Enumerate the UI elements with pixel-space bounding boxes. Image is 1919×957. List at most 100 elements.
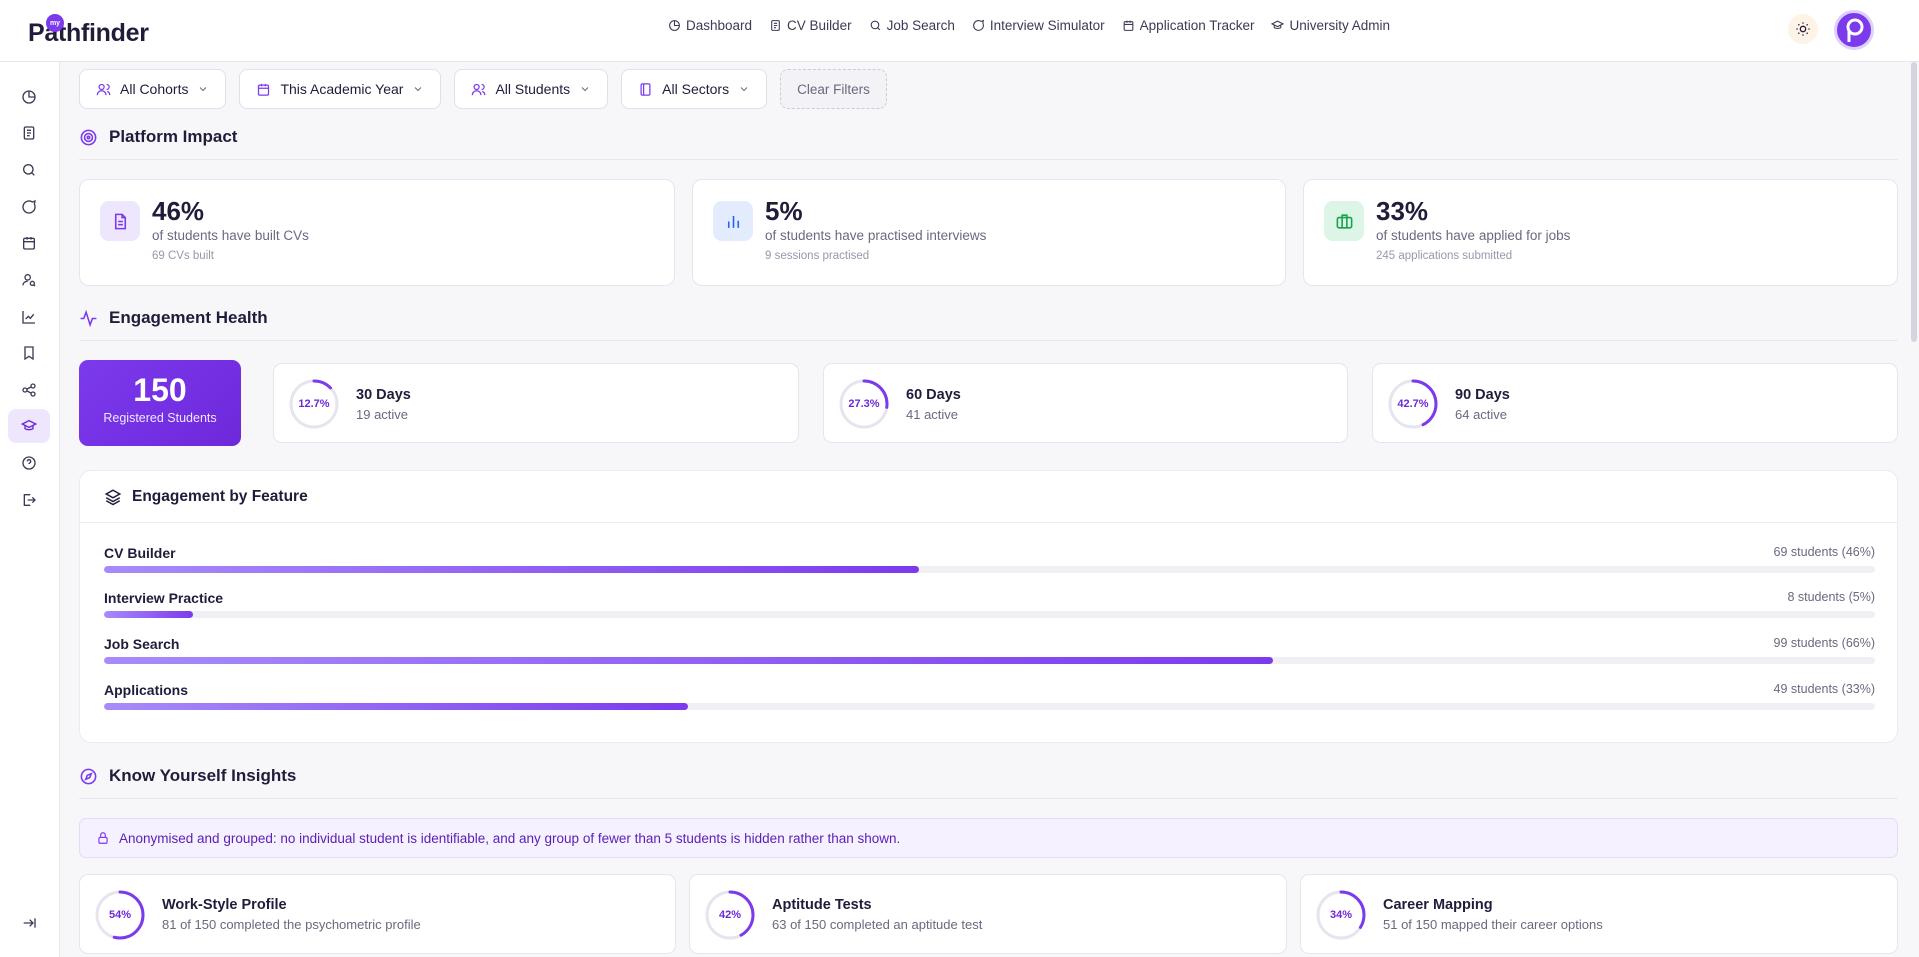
progress-ring [95, 890, 145, 940]
impact-description: of students have built CVs [152, 228, 309, 243]
cohort-filter[interactable]: All Cohorts [79, 69, 227, 109]
users-icon [96, 83, 111, 95]
dashboard-icon [22, 90, 36, 104]
page-scrollbar[interactable] [1911, 62, 1917, 342]
sidebar-item-user-search[interactable] [18, 269, 40, 291]
search-icon [23, 164, 35, 176]
nav-job-search[interactable]: Job Search [869, 18, 955, 33]
nav-university-admin[interactable]: University Admin [1271, 18, 1390, 33]
insight-title: Aptitude Tests [772, 897, 872, 913]
progress-ring [1316, 890, 1366, 940]
sidebar-item-cv-builder[interactable] [18, 122, 40, 144]
activity-icon [80, 309, 97, 327]
health-active: 19 active [356, 407, 409, 422]
year-filter[interactable]: This Academic Year [239, 69, 442, 109]
logo-badge: my [46, 14, 64, 32]
clear-filters-button[interactable]: Clear Filters [780, 69, 887, 109]
sidebar-item-saved[interactable] [18, 342, 40, 364]
bar-chart-icon [727, 215, 739, 228]
health-card-90-days: 42.7% 90 Days 64 active [1372, 363, 1898, 443]
users-icon [472, 83, 486, 95]
feature-label: Interview Practice [104, 590, 224, 606]
sidebar-item-tracker[interactable] [18, 232, 40, 254]
registered-label: Registered Students [103, 411, 217, 425]
ring-percent: 34% [1329, 909, 1353, 921]
health-card-30-days: 12.7% 30 Days 19 active [273, 363, 799, 443]
sidebar-item-analytics[interactable] [18, 306, 40, 328]
search-icon [870, 20, 880, 31]
progress-fill [104, 611, 193, 618]
calendar-icon [258, 83, 270, 96]
filter-bar: All Cohorts This Academic Year All Stude… [79, 69, 887, 109]
sidebar-item-logout[interactable] [18, 489, 40, 511]
ring-percent: 54% [108, 909, 132, 921]
insight-title: Work-Style Profile [162, 897, 287, 913]
impact-icon-box [713, 201, 753, 241]
share-icon [22, 383, 36, 397]
avatar[interactable] [1834, 10, 1874, 50]
calendar-icon [23, 237, 35, 250]
impact-description: of students have applied for jobs [1376, 228, 1571, 243]
chat-icon [22, 199, 36, 214]
nav-application-tracker[interactable]: Application Tracker [1122, 18, 1254, 33]
sidebar [0, 62, 60, 957]
nav-cv-builder-label: CV Builder [787, 18, 852, 33]
chevron-down-icon [200, 87, 207, 92]
calendar-icon [1123, 20, 1134, 31]
feature-value: 69 students (46%) [1773, 545, 1875, 559]
logout-icon [23, 494, 36, 506]
sectors-filter-label: All Sectors [662, 81, 730, 97]
sidebar-item-dashboard[interactable] [18, 86, 40, 108]
document-icon [114, 213, 126, 229]
dashboard-icon [669, 20, 680, 31]
nav-interview-simulator[interactable]: Interview Simulator [972, 18, 1105, 33]
health-card-60-days: 27.3% 60 Days 41 active [823, 363, 1348, 443]
insight-subtext: 63 of 150 completed an aptitude test [772, 917, 983, 932]
insight-subtext: 51 of 150 mapped their career options [1383, 917, 1603, 932]
impact-card-cvs: 46% of students have built CVs 69 CVs bu… [79, 179, 675, 286]
nav-dashboard[interactable]: Dashboard [668, 18, 752, 33]
students-filter[interactable]: All Students [454, 69, 609, 109]
registered-count: 150 [133, 372, 187, 408]
insights-header: Know Yourself Insights [79, 766, 1898, 799]
progress-ring [289, 379, 339, 429]
privacy-notice-text: Anonymised and grouped: no individual st… [119, 830, 901, 846]
chevron-down-icon [740, 87, 748, 92]
students-filter-label: All Students [495, 81, 571, 97]
graduation-cap-icon [1271, 20, 1285, 30]
logo[interactable]: my Pathfinder [28, 14, 149, 48]
sidebar-item-network[interactable] [18, 379, 40, 401]
sidebar-item-job-search[interactable] [18, 159, 40, 181]
health-period: 30 Days [356, 387, 411, 403]
theme-toggle-button[interactable] [1788, 14, 1818, 44]
impact-card-applications: 33% of students have applied for jobs 24… [1303, 179, 1898, 286]
sidebar-item-interview[interactable] [18, 196, 40, 218]
ring-percent: 42% [718, 909, 742, 921]
feature-panel-title: Engagement by Feature [132, 487, 308, 505]
sidebar-item-university-admin[interactable] [8, 409, 50, 443]
sidebar-expand-button[interactable] [18, 912, 40, 934]
privacy-notice: Anonymised and grouped: no individual st… [79, 818, 1898, 858]
insight-card-career-mapping: 34% Career Mapping 51 of 150 mapped thei… [1300, 874, 1898, 954]
progress-ring [1388, 379, 1438, 429]
sidebar-item-help[interactable] [18, 452, 40, 474]
impact-value: 46% [152, 196, 205, 226]
nav-job-search-label: Job Search [886, 18, 955, 33]
feature-value: 99 students (66%) [1773, 636, 1875, 650]
impact-icon-box [1324, 201, 1364, 241]
platform-impact-title: Platform Impact [109, 127, 238, 146]
nav-interview-simulator-label: Interview Simulator [989, 18, 1105, 33]
health-active: 64 active [1455, 407, 1508, 422]
impact-subtext: 245 applications submitted [1376, 250, 1513, 262]
insight-subtext: 81 of 150 completed the psychometric pro… [162, 917, 421, 932]
nav-cv-builder[interactable]: CV Builder [769, 18, 852, 33]
insights-title: Know Yourself Insights [109, 766, 297, 785]
insight-title: Career Mapping [1383, 897, 1493, 913]
insight-card-work-style: 54% Work-Style Profile 81 of 150 complet… [79, 874, 676, 954]
progress-fill [104, 657, 1273, 664]
feature-label: Job Search [104, 636, 180, 652]
sectors-filter[interactable]: All Sectors [621, 69, 768, 109]
user-search-icon [22, 274, 36, 287]
health-period: 60 Days [906, 387, 961, 403]
insight-card-aptitude: 42% Aptitude Tests 63 of 150 completed a… [689, 874, 1287, 954]
